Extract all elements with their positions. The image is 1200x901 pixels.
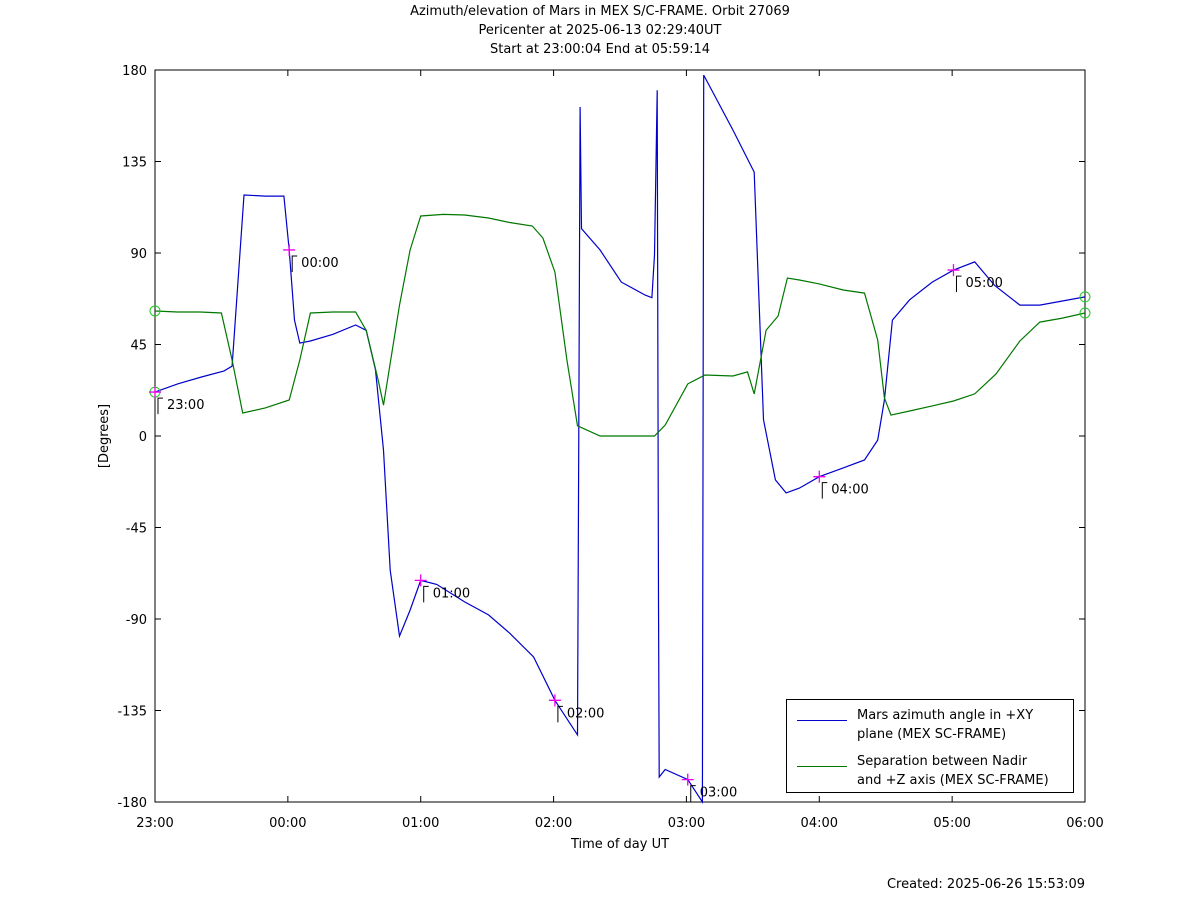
chart-subtitle: Start at 23:00:04 End at 05:59:14 (489, 42, 711, 57)
legend-label: Separation between Nadir and +Z axis (ME… (857, 754, 1049, 788)
series-line (154, 74, 1086, 805)
annotation-label: 03:00 (700, 786, 737, 801)
x-tick-label: 00:00 (269, 816, 306, 831)
created-note: Created: 2025-06-26 15:53:09 (887, 877, 1085, 892)
annotation-marker (414, 574, 427, 587)
x-tick-label: 03:00 (668, 816, 705, 831)
end-marker (1079, 307, 1091, 319)
annotation-pointer (821, 482, 828, 499)
chart-title: Azimuth/elevation of Mars in MEX S/C-FRA… (410, 4, 790, 19)
x-tick-label: 05:00 (933, 816, 970, 831)
annotation-label: 00:00 (301, 256, 338, 271)
y-tick-label: -45 (126, 522, 147, 537)
y-tick-label: 135 (122, 156, 147, 171)
annotation-pointer (955, 275, 962, 293)
annotation-label: 01:00 (433, 586, 470, 601)
annotation-pointer (557, 705, 563, 723)
y-tick-label: 180 (122, 64, 147, 79)
y-tick-label: 90 (130, 247, 147, 262)
annotation-marker (548, 694, 561, 707)
annotation-marker (813, 470, 826, 483)
x-tick-label: 04:00 (801, 816, 838, 831)
y-tick-label: -180 (117, 796, 147, 811)
annotation-marker (681, 773, 694, 786)
annotation-marker (283, 243, 296, 256)
chart-subtitle: Pericenter at 2025-06-13 02:29:40UT (478, 23, 722, 38)
x-tick-label: 23:00 (136, 816, 173, 831)
end-marker (1079, 291, 1091, 303)
y-tick-label: 0 (139, 430, 147, 445)
annotation-marker (947, 264, 960, 277)
series-line (154, 213, 1086, 437)
x-tick-label: 02:00 (535, 816, 572, 831)
y-axis-label: [Degrees] (97, 404, 112, 468)
y-tick-label: -90 (126, 613, 147, 628)
legend: Mars azimuth angle in +XY plane (MEX SC-… (786, 699, 1074, 793)
annotation-marker (149, 386, 161, 399)
end-marker (149, 305, 161, 317)
annotation-label: 04:00 (831, 483, 868, 498)
annotation-pointer (423, 585, 429, 603)
x-axis-label: Time of day UT (570, 837, 669, 852)
y-tick-label: -135 (117, 705, 147, 720)
annotation-pointer (690, 785, 696, 802)
annotation-label: 05:00 (965, 276, 1002, 291)
annotation-pointer (157, 397, 163, 415)
legend-swatch (797, 720, 847, 721)
x-tick-label: 01:00 (402, 816, 439, 831)
legend-swatch (797, 766, 847, 767)
annotation-pointer (291, 255, 298, 272)
x-tick-label: 06:00 (1066, 816, 1103, 831)
y-tick-label: 45 (130, 339, 147, 354)
annotation-label: 02:00 (567, 706, 604, 721)
annotation-label: 23:00 (167, 398, 204, 413)
legend-label: Mars azimuth angle in +XY plane (MEX SC-… (857, 708, 1034, 742)
